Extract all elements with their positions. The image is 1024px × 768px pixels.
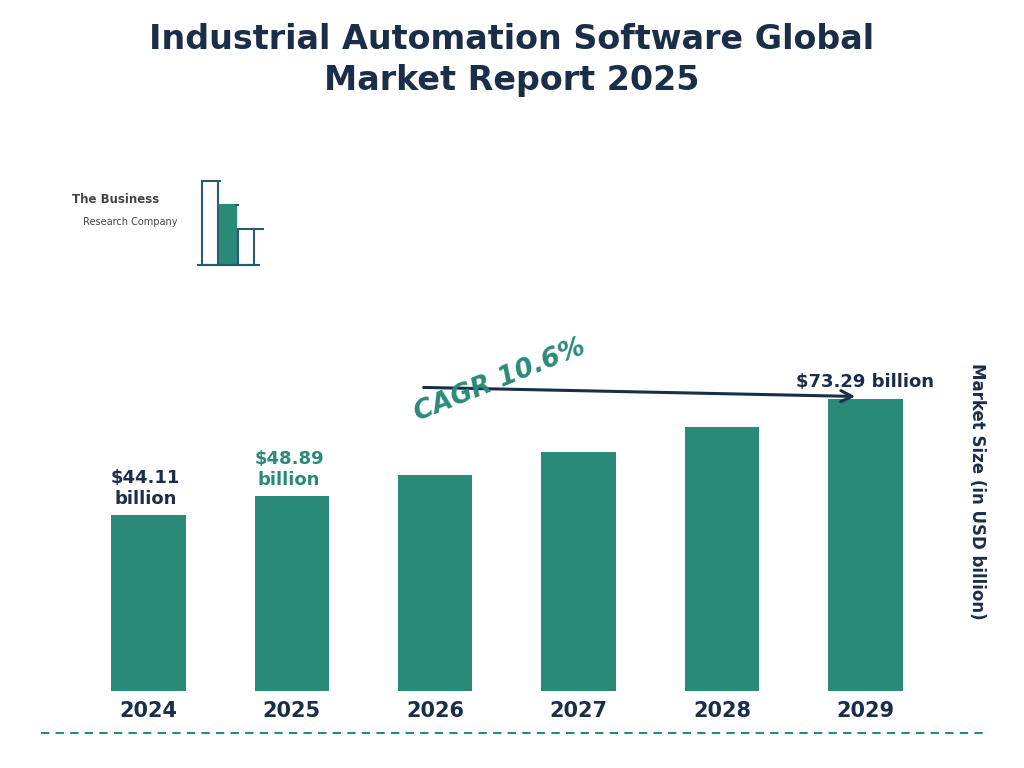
Bar (203, 181, 218, 265)
Bar (220, 205, 237, 265)
Text: Market Size (in USD billion): Market Size (in USD billion) (968, 363, 986, 620)
Bar (239, 229, 254, 265)
Text: $73.29 billion: $73.29 billion (797, 373, 934, 392)
Bar (542, 452, 615, 691)
Bar (398, 475, 472, 691)
Bar (112, 515, 185, 691)
Text: Research Company: Research Company (83, 217, 177, 227)
Text: The Business: The Business (72, 193, 159, 206)
Text: $48.89
billion: $48.89 billion (254, 450, 324, 488)
Bar (685, 427, 759, 691)
Text: Industrial Automation Software Global
Market Report 2025: Industrial Automation Software Global Ma… (150, 23, 874, 97)
Bar (255, 496, 329, 691)
Text: $44.11
billion: $44.11 billion (111, 469, 180, 508)
Text: CAGR 10.6%: CAGR 10.6% (411, 334, 589, 427)
Bar (828, 399, 902, 691)
